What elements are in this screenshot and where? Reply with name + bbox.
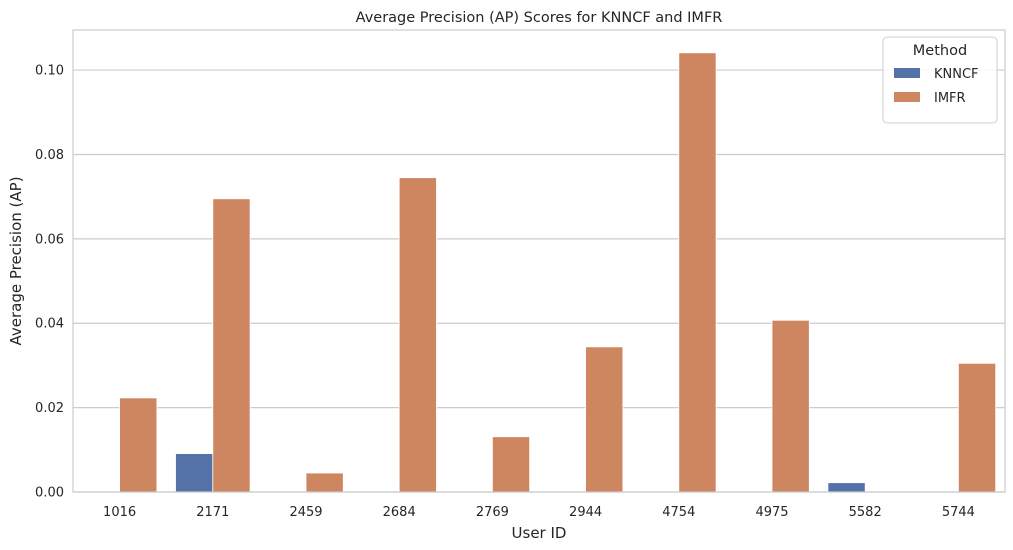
legend-items: KNNCF IMFR <box>894 67 979 106</box>
bar-imfr-2171 <box>212 198 251 493</box>
x-tick-label: 2684 <box>383 505 416 520</box>
bar-imfr-2944 <box>585 346 624 493</box>
x-axis-label: User ID <box>512 524 567 542</box>
y-tick-label: 0.08 <box>35 148 64 163</box>
bar-imfr-2684 <box>398 177 437 493</box>
x-tick-label: 5582 <box>849 505 882 520</box>
legend-swatch-knncf <box>894 68 920 78</box>
bar-imfr-4975 <box>771 319 810 493</box>
plot-frame <box>72 29 1006 493</box>
y-tick-label: 0.10 <box>35 64 64 79</box>
y-tick-label: 0.04 <box>35 317 64 332</box>
bar-knncf-2171 <box>175 453 214 493</box>
x-tick-label: 5744 <box>942 505 975 520</box>
bar-imfr-5744 <box>958 362 997 493</box>
y-tick-label: 0.06 <box>35 232 64 247</box>
bar-imfr-2459 <box>305 472 344 493</box>
x-tick-label: 2459 <box>289 505 322 520</box>
legend-label-imfr: IMFR <box>934 91 966 106</box>
x-tick-label: 2171 <box>196 505 229 520</box>
bar-imfr-1016 <box>119 397 158 493</box>
bars <box>119 52 997 493</box>
x-tick-label: 4975 <box>755 505 788 520</box>
y-tick-label: 0.02 <box>35 401 64 416</box>
x-tick-label: 2769 <box>476 505 509 520</box>
chart-title: Average Precision (AP) Scores for KNNCF … <box>356 10 723 26</box>
bar-imfr-2769 <box>491 436 531 493</box>
x-tick-label: 1016 <box>103 505 136 520</box>
x-tick-labels: 1016 2171 2459 2684 2769 2944 4754 4975 5582 5744 <box>103 505 975 520</box>
legend-label-knncf: KNNCF <box>934 67 979 82</box>
y-tick-label: 0.00 <box>35 486 64 501</box>
x-tick-label: 4754 <box>662 505 695 520</box>
legend: Method KNNCF IMFR <box>882 36 998 124</box>
x-tick-label: 2944 <box>569 505 602 520</box>
legend-swatch-imfr <box>894 92 920 102</box>
legend-title: Method <box>913 43 967 59</box>
bar-knncf-5582 <box>827 482 866 493</box>
bar-imfr-4754 <box>678 52 717 493</box>
y-tick-labels: 0.00 0.02 0.04 0.06 0.08 0.10 <box>35 64 64 501</box>
y-axis-label: Average Precision (AP) <box>7 176 25 345</box>
